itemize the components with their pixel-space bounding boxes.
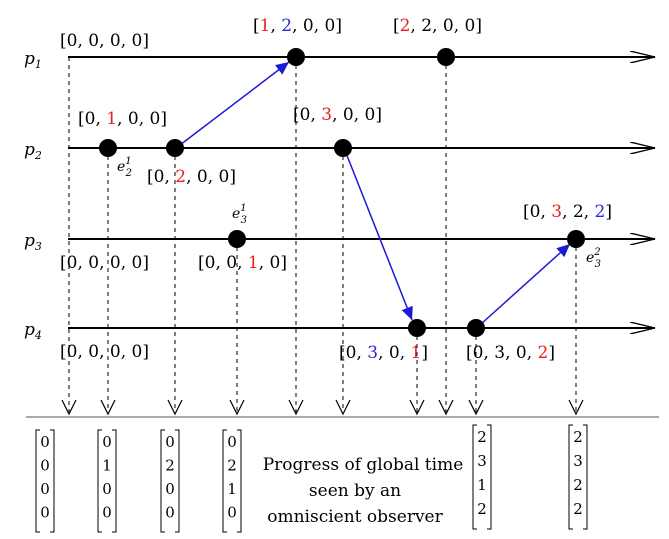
column-bracket <box>35 429 55 533</box>
column-entry: 0 <box>40 480 50 498</box>
column-entry: 1 <box>477 476 487 494</box>
event-label-e21: e1 2 <box>117 156 132 179</box>
process-labels: p1 p2 p3 p4 <box>24 49 42 342</box>
process-lines <box>68 57 655 328</box>
column-entry: 0 <box>40 504 50 522</box>
vector-label: [0, 0, 0, 0] <box>60 31 149 51</box>
column-entry: 0 <box>102 504 112 522</box>
vector-label: [2, 2, 0, 0] <box>393 16 482 36</box>
column-bracket <box>472 424 492 530</box>
column-entry: 2 <box>477 500 487 518</box>
event-label-e32: e2 3 <box>586 247 601 270</box>
column-entry: 2 <box>227 457 237 475</box>
event-dot <box>567 230 585 248</box>
event-label-e31: e1 3 <box>232 203 247 226</box>
column-entry: 0 <box>227 433 237 451</box>
message-arrows <box>179 61 571 325</box>
down-arrowhead <box>100 399 116 416</box>
column-bracket <box>222 429 242 533</box>
down-arrowhead <box>229 399 245 416</box>
column-entry: 2 <box>573 428 583 446</box>
vector-timestamps: [0, 0, 0, 0] [1, 2, 0, 0] [2, 2, 0, 0] [… <box>60 16 612 363</box>
event-labels: e1 2 e1 3 e2 3 <box>117 156 601 270</box>
down-arrowhead <box>335 399 351 416</box>
event-dot <box>334 139 352 157</box>
event-dot <box>166 139 184 157</box>
column-entry: 0 <box>165 504 175 522</box>
column-entry: 2 <box>573 500 583 518</box>
vector-label: [0, 3, 0, 0] <box>293 105 382 125</box>
caption-line: omniscient observer <box>267 507 443 527</box>
vector-label: [0, 3, 0, 1] <box>339 343 428 363</box>
observer-column-vector: 2 3 1 2 <box>472 424 492 530</box>
column-bracket <box>568 424 588 530</box>
observer-column-vector: 0 2 1 0 <box>222 429 242 533</box>
vector-label: [0, 0, 1, 0] <box>198 253 287 273</box>
down-arrowhead <box>409 399 425 416</box>
event-dot <box>99 139 117 157</box>
down-arrowhead <box>288 399 304 416</box>
column-bracket <box>160 429 180 533</box>
column-entry: 2 <box>573 476 583 494</box>
column-entry: 2 <box>165 457 175 475</box>
column-entry: 0 <box>102 480 112 498</box>
observer-columns: 0 0 0 0 0 1 0 0 0 2 0 0 0 2 1 0 2 3 1 2 2 3 2 2 <box>35 424 588 533</box>
observer-column-vector: 0 1 0 0 <box>97 429 117 533</box>
down-arrowhead <box>468 399 484 416</box>
projection-lines <box>68 57 577 412</box>
message-p2-to-p4 <box>345 152 413 321</box>
vector-label: [0, 1, 0, 0] <box>78 109 167 129</box>
observer-column-vector: 0 0 0 0 <box>35 429 55 533</box>
projection-arrowheads <box>61 399 584 416</box>
column-entry: 0 <box>40 457 50 475</box>
down-arrowhead <box>61 399 77 416</box>
vector-label: [1, 2, 0, 0] <box>253 16 342 36</box>
vector-label: [0, 0, 0, 0] <box>60 342 149 362</box>
down-arrowhead <box>568 399 584 416</box>
observer-column-vector: 2 3 2 2 <box>568 424 588 530</box>
caption-line: seen by an <box>309 481 401 501</box>
process-label-p4: p4 <box>24 320 42 342</box>
down-arrowhead <box>167 399 183 416</box>
events <box>99 48 585 337</box>
event-dot <box>437 48 455 66</box>
column-entry: 2 <box>477 428 487 446</box>
event-dot <box>287 48 305 66</box>
event-dot <box>228 230 246 248</box>
column-entry: 1 <box>227 480 237 498</box>
observer-caption: Progress of global time seen by an omnis… <box>263 455 464 527</box>
caption-line: Progress of global time <box>263 455 464 475</box>
vector-label: [0, 3, 0, 2] <box>466 343 555 363</box>
down-arrowhead <box>438 399 454 416</box>
column-entry: 0 <box>40 433 50 451</box>
column-entry: 3 <box>573 452 583 470</box>
event-dot <box>467 319 485 337</box>
column-bracket <box>97 429 117 533</box>
process-label-p1: p1 <box>24 49 42 71</box>
column-entry: 0 <box>102 433 112 451</box>
message-p2-to-p1 <box>179 61 290 146</box>
observer-column-vector: 0 2 0 0 <box>160 429 180 533</box>
message-p4-to-p3 <box>480 243 571 325</box>
column-entry: 3 <box>477 452 487 470</box>
process-label-p2: p2 <box>24 140 42 162</box>
vector-label: [0, 2, 0, 0] <box>147 167 236 187</box>
column-entry: 1 <box>102 457 112 475</box>
column-entry: 0 <box>227 504 237 522</box>
column-entry: 0 <box>165 480 175 498</box>
column-entry: 0 <box>165 433 175 451</box>
vector-label: [0, 0, 0, 0] <box>60 253 149 273</box>
process-label-p3: p3 <box>24 231 42 253</box>
event-dot <box>408 319 426 337</box>
vector-label: [0, 3, 2, 2] <box>523 202 612 222</box>
